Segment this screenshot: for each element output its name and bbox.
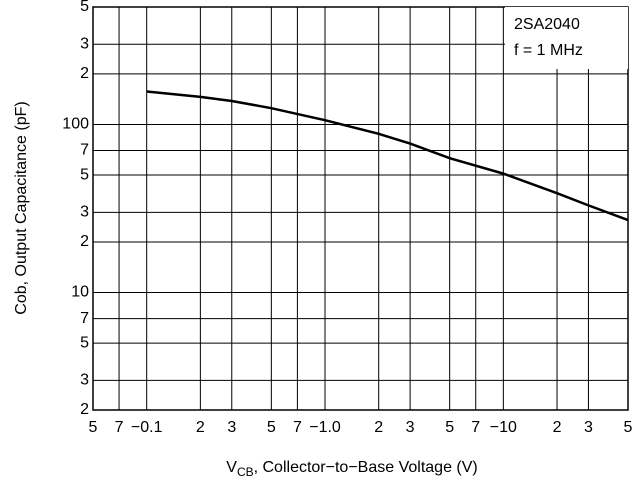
x-tick-label: 2 <box>374 419 383 436</box>
plot-frame <box>92 6 629 411</box>
x-tick-label: 2 <box>553 419 562 436</box>
x-tick-label: 5 <box>89 419 98 436</box>
x-tick-label: −1.0 <box>309 419 341 436</box>
y-tick-label: 100 <box>62 116 89 133</box>
x-tick-label: 3 <box>406 419 415 436</box>
annotation: 2SA2040 <box>514 16 580 33</box>
y-tick-label: 5 <box>80 334 89 351</box>
y-tick-label: 3 <box>80 204 89 221</box>
x-axis-title-rest: , Collector−to−Base Voltage (V) <box>254 459 478 476</box>
x-tick-label: 7 <box>471 419 480 436</box>
y-tick-label: 10 <box>71 284 89 301</box>
y-tick-label: 2 <box>80 233 89 250</box>
y-tick-label: 2 <box>80 401 89 418</box>
series-line <box>146 90 629 222</box>
y-tick-label: 2 <box>80 65 89 82</box>
y-tick-label: 5 <box>80 0 89 15</box>
x-tick-label: 5 <box>624 419 633 436</box>
annotation-box <box>505 7 628 69</box>
x-tick-label: −0.1 <box>131 419 163 436</box>
x-tick-label: −10 <box>490 419 517 436</box>
annotation: f = 1 MHz <box>514 42 583 59</box>
x-tick-label: 7 <box>115 419 124 436</box>
x-axis-title: VCB, Collector−to−Base Voltage (V) <box>226 459 477 479</box>
x-axis-title-sub: CB <box>237 465 254 479</box>
x-tick-label: 2 <box>196 419 205 436</box>
y-axis-title: Cob, Output Capacitance (pF) <box>13 101 30 314</box>
x-tick-label: 7 <box>293 419 302 436</box>
y-tick-label: 3 <box>80 36 89 53</box>
y-tick-label: 5 <box>80 166 89 183</box>
x-axis-title-main: V <box>226 459 237 476</box>
x-tick-label: 5 <box>445 419 454 436</box>
x-tick-label: 3 <box>584 419 593 436</box>
y-tick-label: 7 <box>80 142 89 159</box>
y-tick-label: 3 <box>80 372 89 389</box>
y-tick-label: 7 <box>80 310 89 327</box>
x-tick-label: 5 <box>267 419 276 436</box>
x-tick-label: 3 <box>227 419 236 436</box>
